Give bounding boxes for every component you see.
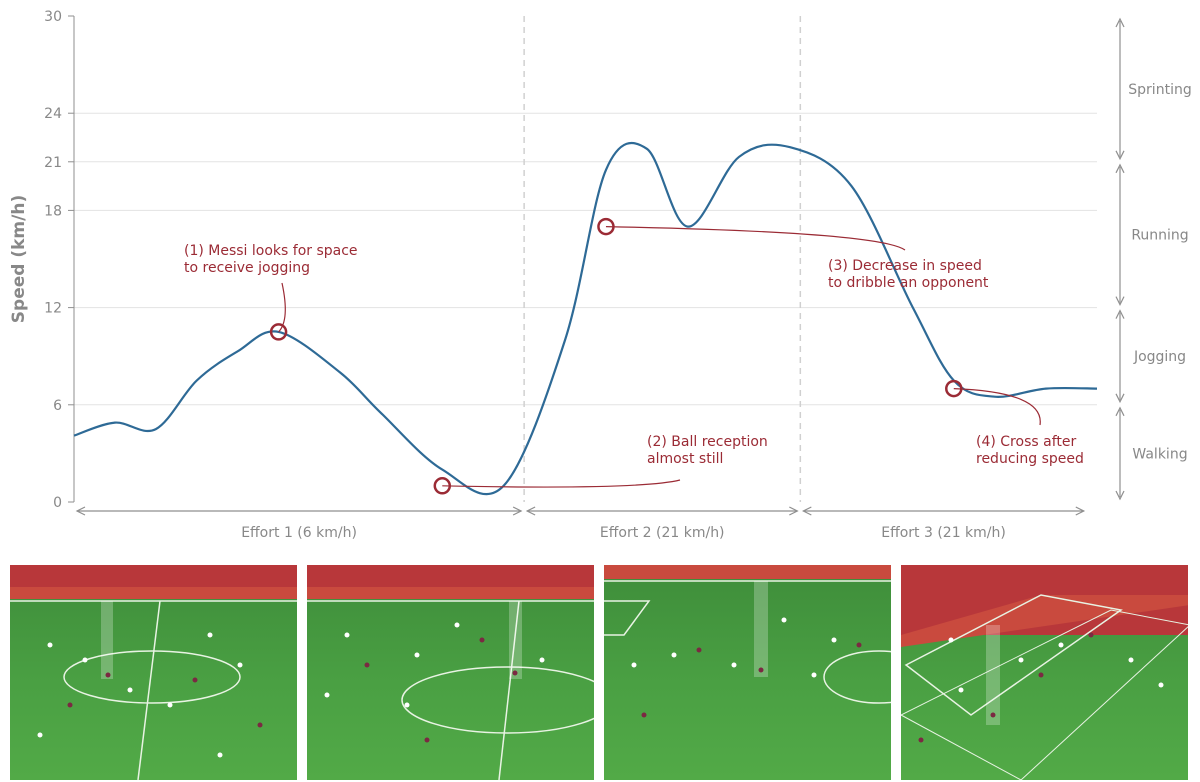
match-frame-3: [604, 565, 891, 780]
zone-arrow-head: [1115, 309, 1125, 319]
effort-arrow-head: [525, 506, 536, 516]
effort-arrow-head: [512, 506, 523, 516]
zone-label: Sprinting: [1128, 82, 1191, 98]
effort-arrow-head: [789, 506, 799, 516]
zone-arrow-head: [1115, 296, 1125, 306]
annotation-text: to receive jogging: [184, 260, 310, 276]
zone-arrow-head: [1115, 393, 1125, 404]
annotation-marker: [433, 477, 452, 495]
y-tick-label: 24: [44, 106, 62, 122]
annotation-leader: [953, 388, 1041, 426]
annotation-leader: [442, 479, 681, 488]
annotation-text: almost still: [647, 451, 723, 467]
zone-label: Jogging: [1133, 349, 1186, 365]
effort-arrow-head: [1075, 506, 1086, 516]
annotation-leader: [605, 226, 906, 251]
match-frames: [10, 565, 1190, 780]
zone-label: Walking: [1132, 446, 1187, 462]
annotation-marker: [269, 323, 288, 341]
y-tick-label: 12: [44, 301, 62, 317]
y-axis-label: Speed (km/h): [9, 195, 29, 323]
annotation-marker: [597, 217, 615, 236]
zone-arrow-head: [1115, 406, 1125, 417]
annotation-text: (4) Cross after: [976, 434, 1076, 450]
effort-label: Effort 3 (21 km/h): [881, 525, 1006, 541]
y-tick-label: 30: [44, 9, 62, 25]
annotation-text: (3) Decrease in speed: [828, 258, 982, 274]
zone-arrow-head: [1115, 150, 1125, 161]
y-tick-label: 6: [53, 398, 62, 414]
zone-arrow-head: [1115, 17, 1125, 28]
annotation-leader: [278, 282, 286, 333]
zone-arrow-head: [1115, 490, 1125, 501]
y-tick-label: 18: [44, 203, 62, 219]
speed-chart: 0 6 12 18 21 24 30 Speed (km/h) (1) Messi looks …: [9, 9, 1192, 541]
effort-label: Effort 2 (21 km/h): [600, 525, 725, 541]
speed-line: [73, 141, 1098, 496]
annotation-text: (2) Ball reception: [647, 434, 768, 450]
match-frame-4: [901, 565, 1188, 780]
match-frame-1: [10, 565, 297, 780]
zone-arrow-head: [1115, 163, 1125, 174]
y-tick-label: 0: [53, 495, 62, 511]
match-frame-2: [307, 565, 594, 780]
annotation-marker: [945, 379, 963, 398]
effort-label: Effort 1 (6 km/h): [241, 525, 357, 541]
annotation-text: to dribble an opponent: [828, 275, 989, 291]
annotation-text: (1) Messi looks for space: [184, 243, 358, 259]
zone-label: Running: [1131, 228, 1188, 244]
annotation-text: reducing speed: [976, 451, 1084, 467]
effort-arrow-head: [75, 506, 86, 516]
effort-arrow-head: [801, 506, 812, 516]
y-tick-label: 21: [44, 155, 62, 171]
